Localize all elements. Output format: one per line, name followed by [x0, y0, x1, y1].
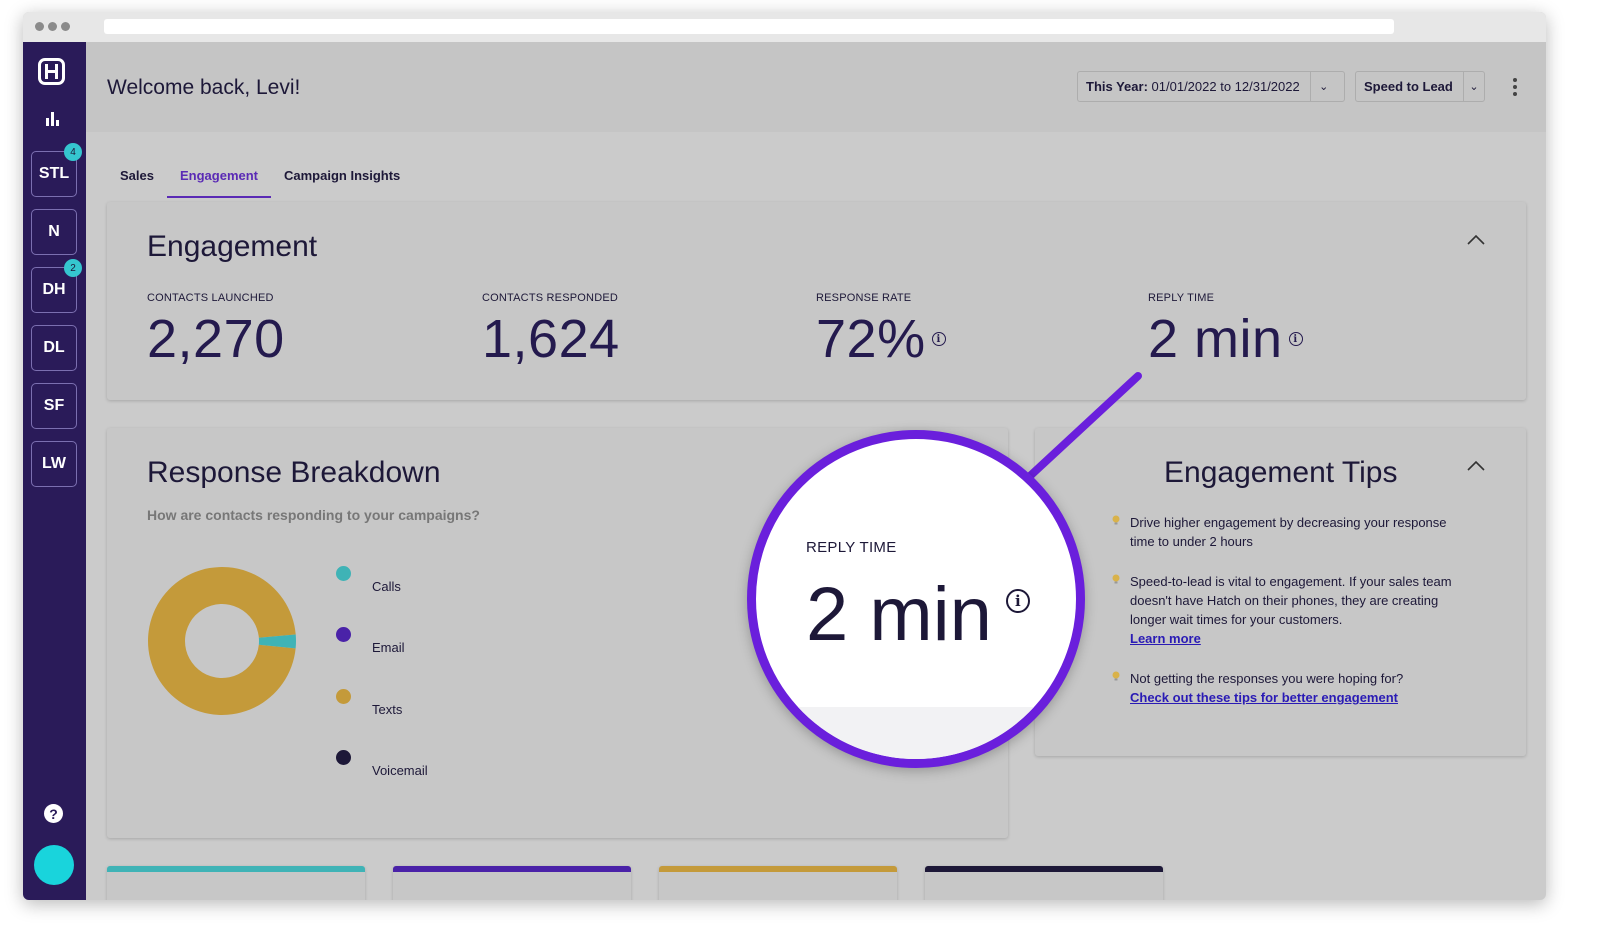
stat-label: REPLY TIME [1148, 292, 1215, 304]
donut-slice-texts[interactable] [148, 567, 296, 715]
window-controls[interactable] [35, 22, 70, 31]
info-icon[interactable]: i [931, 332, 946, 346]
summary-card-texts [659, 866, 897, 900]
tip-text: Drive higher engagement by decreasing yo… [1130, 515, 1447, 549]
stat-value: 72% [816, 309, 926, 369]
sidebar-item-label: DH [42, 281, 66, 298]
sidebar-item-dh[interactable]: DH 2 [31, 259, 82, 313]
tab-sales[interactable]: Sales [120, 168, 154, 183]
info-icon: i [1005, 588, 1030, 613]
lightbulb-icon [1112, 574, 1120, 584]
page-header: Welcome back, Levi! This Year: 01/01/202… [86, 42, 1546, 132]
browser-titlebar [23, 12, 1546, 42]
sidebar: STL 4 N DH 2 DL SF LW ? [23, 42, 86, 900]
stat-contacts-launched: CONTACTS LAUNCHED 2,270 [147, 292, 285, 370]
sidebar-item-dl[interactable]: DL [31, 325, 77, 371]
magnifier-footer [756, 707, 1076, 759]
date-filter-prefix: This Year: [1086, 79, 1148, 94]
response-breakdown-title: Response Breakdown [147, 456, 441, 489]
lightbulb-icon [1112, 671, 1120, 681]
avatar[interactable] [34, 845, 74, 885]
donut-slice-calls[interactable] [258, 634, 296, 649]
stat-value: 1,624 [482, 309, 620, 369]
info-icon[interactable]: i [1288, 332, 1303, 346]
tip-text: Not getting the responses you were hopin… [1130, 671, 1404, 686]
legend-label-email: Email [372, 640, 405, 655]
reply-time-magnifier: REPLY TIME 2 min i [747, 430, 1085, 768]
response-breakdown-subtitle: How are contacts responding to your camp… [147, 507, 480, 523]
engagement-title: Engagement [147, 230, 318, 263]
stat-value: 2,270 [147, 309, 285, 369]
sidebar-item-stl[interactable]: STL 4 [31, 143, 82, 197]
hatch-logo-icon[interactable] [38, 58, 65, 85]
chevron-down-icon: ⌄ [1309, 72, 1337, 101]
summary-card-email [393, 866, 631, 900]
date-filter-range: 01/01/2022 to 12/31/2022 [1151, 79, 1300, 94]
sidebar-item-n[interactable]: N [31, 209, 77, 255]
engagement-tips-link[interactable]: Check out these tips for better engageme… [1130, 690, 1398, 705]
stat-label: CONTACTS LAUNCHED [147, 292, 274, 304]
engagement-tips-title: Engagement Tips [1164, 456, 1398, 489]
magnifier-value: 2 min [806, 572, 992, 657]
stat-response-rate: RESPONSE RATE 72% i [816, 292, 946, 370]
sidebar-item-label: SF [43, 397, 65, 414]
notification-badge: 2 [64, 259, 82, 277]
metric-dropdown[interactable]: Speed to Lead ⌄ [1355, 71, 1485, 102]
stat-value: 2 min [1148, 309, 1283, 369]
engagement-card: Engagement CONTACTS LAUNCHED 2,270 CONTA… [107, 202, 1526, 400]
legend-dot-calls [336, 566, 351, 581]
summary-card-calls [107, 866, 365, 900]
sidebar-item-label: LW [42, 455, 66, 472]
chevron-down-icon: ⌄ [1462, 72, 1484, 101]
response-donut-chart [148, 567, 296, 715]
legend-label-voicemail: Voicemail [372, 763, 428, 778]
legend-dot-voicemail [336, 750, 351, 765]
tip-item: Drive higher engagement by decreasing yo… [1112, 513, 1470, 551]
notification-badge: 4 [64, 143, 82, 161]
legend-dot-email [336, 627, 351, 642]
lightbulb-icon [1112, 515, 1120, 525]
sidebar-item-sf[interactable]: SF [31, 383, 77, 429]
learn-more-link[interactable]: Learn more [1130, 631, 1201, 646]
legend-dot-texts [336, 689, 351, 704]
tab-engagement[interactable]: Engagement [166, 164, 271, 198]
analytics-icon[interactable] [46, 112, 62, 126]
sidebar-item-label: STL [38, 165, 70, 182]
stat-contacts-responded: CONTACTS RESPONDED 1,624 [482, 292, 620, 370]
summary-card-voicemail [925, 866, 1163, 900]
stat-label: RESPONSE RATE [816, 292, 912, 304]
stat-reply-time: REPLY TIME 2 min i [1148, 292, 1303, 370]
collapse-chevron-icon[interactable] [1467, 235, 1485, 245]
stat-label: CONTACTS RESPONDED [482, 292, 619, 304]
welcome-message: Welcome back, Levi! [107, 76, 301, 99]
legend-label-texts: Texts [372, 702, 403, 717]
address-bar[interactable] [104, 19, 1394, 34]
legend-label-calls: Calls [372, 579, 401, 594]
tab-bar: Sales Engagement Campaign Insights [107, 164, 413, 198]
engagement-tips-card: Engagement Tips Drive higher engagement … [1035, 428, 1526, 756]
magnifier-label: REPLY TIME [806, 539, 897, 556]
tip-item: Speed-to-lead is vital to engagement. If… [1112, 572, 1470, 648]
help-icon[interactable]: ? [44, 804, 63, 823]
sidebar-item-lw[interactable]: LW [31, 441, 77, 487]
collapse-chevron-icon[interactable] [1467, 461, 1485, 471]
more-options-icon[interactable] [1513, 78, 1517, 96]
date-range-dropdown[interactable]: This Year: 01/01/2022 to 12/31/2022 ⌄ [1077, 71, 1345, 102]
tab-campaign-insights[interactable]: Campaign Insights [284, 168, 401, 183]
sidebar-item-label: DL [43, 339, 65, 356]
sidebar-item-label: N [48, 223, 60, 240]
metric-filter-label: Speed to Lead [1364, 79, 1453, 94]
tip-item: Not getting the responses you were hopin… [1112, 669, 1470, 707]
tip-text: Speed-to-lead is vital to engagement. If… [1130, 574, 1452, 627]
